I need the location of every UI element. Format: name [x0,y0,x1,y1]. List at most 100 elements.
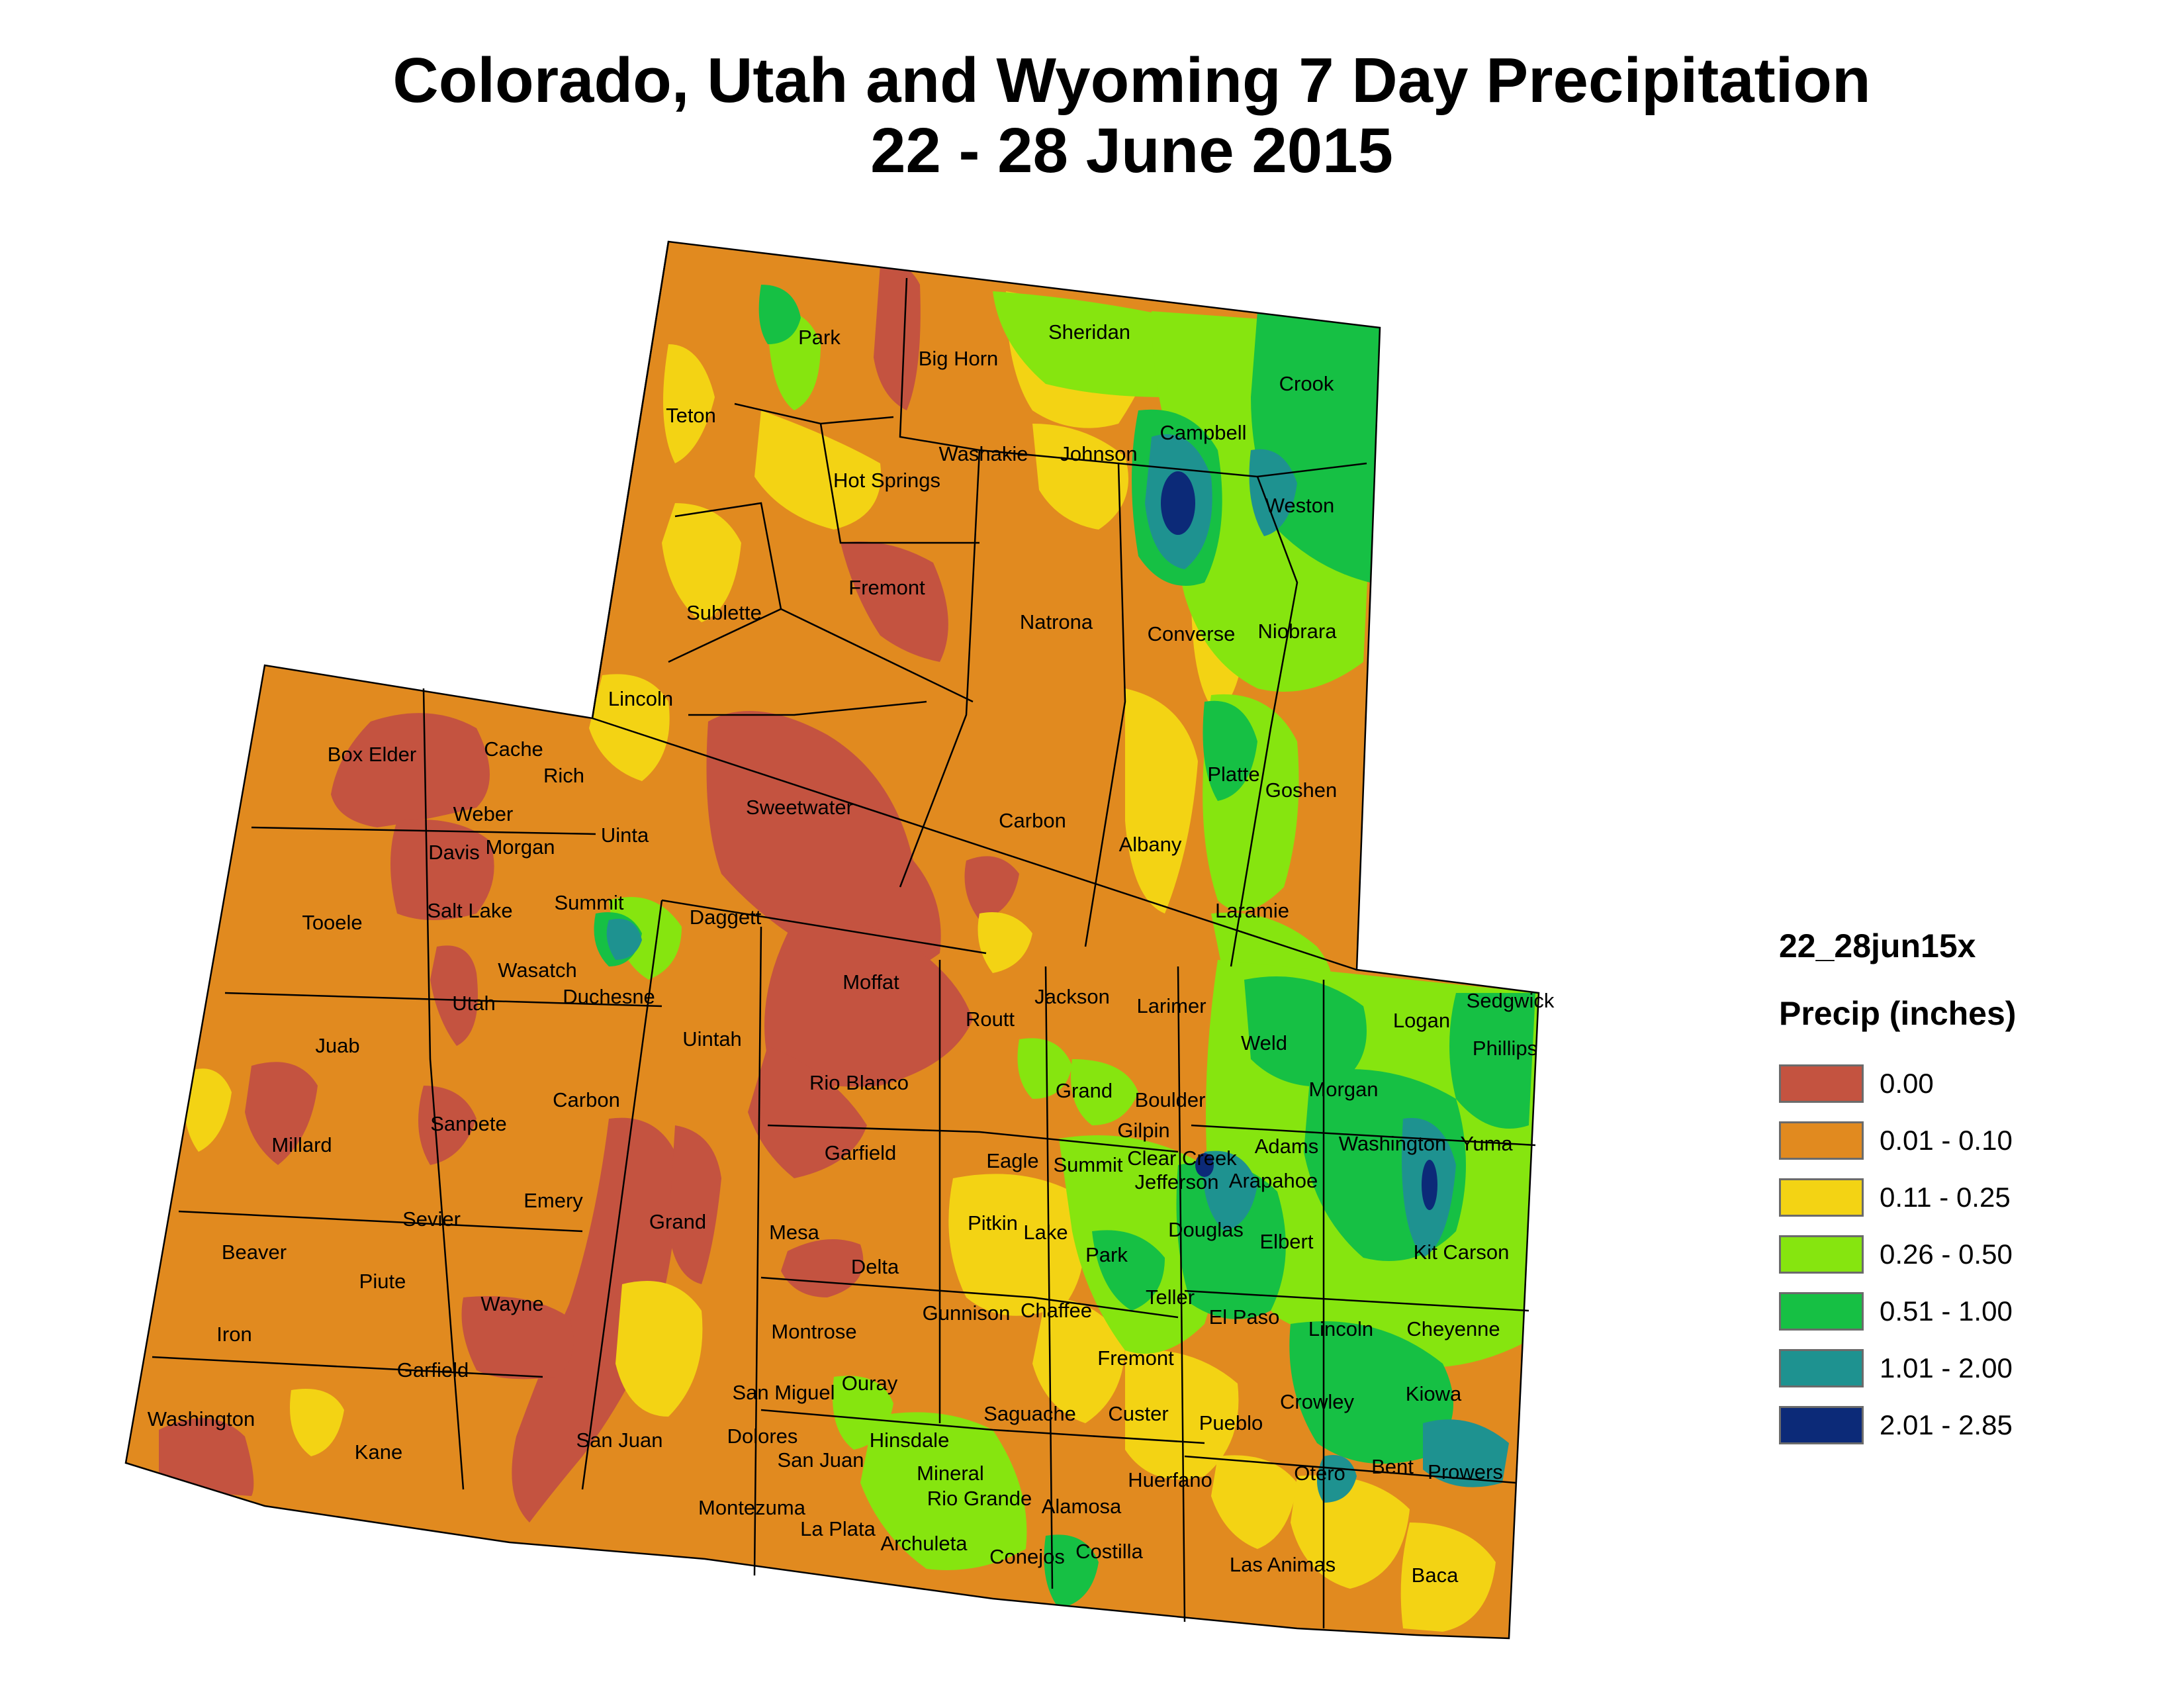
county-label: Washington [1339,1132,1447,1155]
legend-label: 0.11 - 0.25 [1880,1182,2011,1213]
map-subtitle: 22 - 28 June 2015 [870,115,1393,186]
precip-class-0-00 [159,263,1019,1523]
county-label: Goshen [1265,778,1338,802]
county-label: Sevier [402,1207,461,1231]
county-label: Kiowa [1406,1382,1462,1405]
county-label: Juab [315,1034,359,1057]
county-label: Wayne [480,1292,543,1315]
county-label: Yuma [1460,1132,1513,1155]
county-label: Niobrara [1258,620,1338,643]
county-label: Duchesne [563,985,655,1008]
legend-item: 2.01 - 2.85 [1779,1397,2150,1454]
county-label: Crowley [1280,1390,1354,1413]
county-label: Montrose [771,1320,856,1343]
county-label: Gunnison [923,1301,1011,1325]
county-label: Boulder [1135,1088,1206,1111]
legend-swatch [1779,1292,1864,1331]
legend-label: 0.51 - 1.00 [1880,1295,2013,1327]
legend-swatch [1779,1349,1864,1387]
county-label: Tooele [302,911,362,934]
county-label: Clear Creek [1127,1147,1237,1170]
county-label: Pueblo [1199,1411,1263,1434]
legend-item: 0.51 - 1.00 [1779,1283,2150,1340]
county-label: Elbert [1260,1230,1314,1253]
county-label: Uintah [682,1027,742,1051]
legend-item: 0.00 [1779,1055,2150,1112]
county-label: Mesa [769,1221,820,1244]
county-label: Bent [1371,1455,1414,1478]
county-label: Carbon [553,1088,620,1111]
county-label: Larimer [1136,994,1206,1017]
county-label: Uinta [601,823,649,847]
county-label: Huerfano [1128,1468,1212,1491]
county-label: Teller [1146,1286,1195,1309]
county-label: Baca [1412,1564,1459,1587]
legend-swatch [1779,1235,1864,1274]
county-label: Alamosa [1042,1495,1122,1518]
county-label: Kane [355,1440,402,1464]
county-label: Adams [1255,1135,1318,1158]
county-label: San Juan [576,1429,663,1452]
county-label: Beaver [222,1241,287,1264]
county-label: Chaffee [1021,1299,1092,1322]
county-label: Albany [1119,833,1182,856]
map-legend: 22_28jun15x Precip (inches) 0.00 0.01 - 0… [1779,927,2150,1454]
legend-label: 0.01 - 0.10 [1880,1125,2013,1156]
county-label: Grand [649,1210,706,1233]
county-label: Morgan [1308,1078,1378,1101]
county-label: Fremont [848,576,925,599]
county-label: Salt Lake [427,899,512,922]
county-label: Grand [1056,1079,1113,1102]
county-label: Millard [271,1133,332,1156]
legend-swatch [1779,1178,1864,1217]
county-label: Sedgwick [1467,989,1555,1012]
county-label: Campbell [1160,421,1247,444]
county-label: Custer [1108,1402,1168,1425]
county-label: Weston [1265,494,1335,517]
legend-entries: 0.00 0.01 - 0.10 0.11 - 0.25 0.26 - 0.50 0.5… [1779,1055,2150,1454]
county-label: Crook [1279,372,1334,395]
county-label: Sheridan [1048,320,1130,344]
county-label: La Plata [800,1517,876,1540]
county-label: Moffat [842,970,899,994]
county-label: Fremont [1097,1346,1174,1370]
map-title: Colorado, Utah and Wyoming 7 Day Precipi… [392,45,1871,116]
county-label: Logan [1393,1009,1450,1032]
county-label: Utah [452,992,495,1015]
county-label: Pitkin [968,1211,1018,1235]
county-label: Sanpete [430,1112,507,1135]
county-label: Hot Springs [833,469,940,492]
county-label: Big Horn [919,347,999,370]
county-label: Las Animas [1230,1553,1336,1576]
county-label: Phillips [1473,1037,1537,1060]
county-label: Natrona [1020,610,1093,633]
county-label: Park [1085,1243,1128,1266]
county-label: Mineral [917,1462,984,1485]
legend-field-name: Precip (inches) [1779,995,2017,1032]
county-label: Montezuma [698,1496,806,1519]
legend-swatch [1779,1406,1864,1444]
county-label: Park [798,326,841,349]
county-label: San Miguel [732,1381,835,1404]
county-label: Garfield [397,1358,469,1382]
precip-class-0-11-0-25 [183,291,1496,1632]
precip-surface [126,242,1539,1638]
county-label: El Paso [1209,1305,1280,1329]
county-label: Piute [359,1270,406,1293]
county-label: Rich [543,764,584,787]
county-label: Platte [1207,763,1259,786]
county-label: Lincoln [608,687,673,710]
legend-layer-name: 22_28jun15x [1779,927,1976,964]
legend-label: 0.00 [1880,1068,1934,1099]
county-label: Teton [666,404,716,427]
legend-item: 0.26 - 0.50 [1779,1226,2150,1283]
county-label: Summit [1053,1153,1122,1176]
county-label: Arapahoe [1229,1169,1318,1192]
county-label: Costilla [1075,1540,1143,1563]
county-label: Routt [966,1008,1015,1031]
county-label: Jackson [1034,985,1110,1008]
legend-label: 2.01 - 2.85 [1880,1409,2013,1440]
county-labels-wyoming: Park Big Horn Sheridan Crook Teton Washa… [601,320,1337,922]
legend-swatch [1779,1121,1864,1160]
